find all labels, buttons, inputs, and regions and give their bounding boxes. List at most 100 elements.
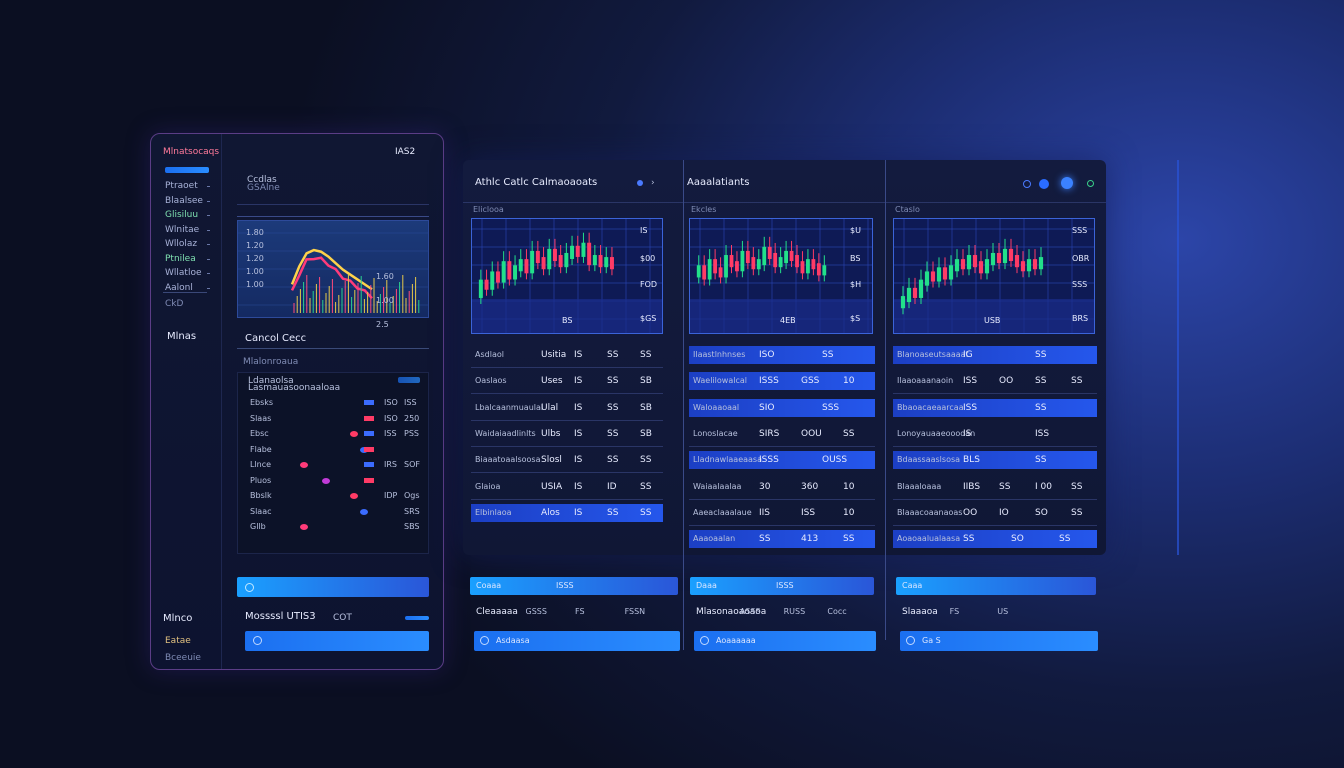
x-tick-label: 1.00 — [376, 296, 394, 305]
table-cell-value: ISO — [384, 398, 398, 407]
footer-bar[interactable]: Daaa ISSS — [690, 577, 874, 595]
toggle-icon-3[interactable] — [1061, 177, 1073, 189]
sidebar-item[interactable]: Wlnitae — [165, 224, 200, 235]
sidebar-item[interactable]: Aalonl — [165, 282, 193, 293]
sidebar-item[interactable]: Wllatloe — [165, 268, 202, 278]
sidebar-item[interactable]: Ptnilea — [165, 253, 196, 264]
footer-action-button[interactable]: Ga S — [900, 631, 1098, 651]
toggle-icon-1[interactable] — [1023, 180, 1031, 188]
left-progress-bar[interactable] — [237, 577, 429, 597]
footer-button-label: Ga S — [922, 636, 941, 645]
candle-body — [735, 261, 739, 272]
table-cell: SS — [1071, 481, 1083, 492]
sidebar-item[interactable]: Glisiluu — [165, 210, 199, 220]
toggle-icon-2[interactable] — [1039, 179, 1049, 189]
table-cell: Aoaoaalualaasa — [897, 534, 961, 544]
table-cell: IS — [574, 428, 583, 439]
candle-body — [930, 271, 936, 282]
table-row[interactable]: Blaaacoaanaoas OO IO SO SS — [893, 504, 1097, 522]
side-foot-2[interactable]: Bceeuie — [165, 653, 201, 663]
table-row[interactable]: Aaeaclaaalaue IIS ISS 10 — [689, 504, 875, 522]
candle-body — [767, 246, 772, 259]
candle-body — [598, 255, 603, 268]
footer-bar[interactable]: Caaa — [896, 577, 1096, 595]
table-cell: SS — [640, 481, 652, 492]
table-row[interactable]: Elbinlaoa Alos IS SS SS — [471, 503, 663, 522]
table-row[interactable]: Waidaiaadlinlts Ulbs IS SS SB — [471, 425, 663, 443]
table-row[interactable]: Lonoslacae SIRS OOU SS — [689, 425, 875, 443]
candle-body — [729, 255, 734, 268]
candle-body — [570, 245, 575, 259]
table-row[interactable]: Waelilowalcal ISSS GSS 10 — [689, 372, 875, 391]
table-cell: ISS — [1035, 428, 1050, 439]
row-divider — [689, 524, 875, 526]
table-cell: BLS — [963, 455, 980, 466]
sidebar-item[interactable]: Blaalsee — [165, 195, 203, 206]
caret-icon[interactable]: › — [651, 178, 655, 188]
table-row[interactable]: Bbaoacaeaarcaa ISS SS — [893, 398, 1097, 417]
table-row[interactable]: Waloaaoaal SIO SSS — [689, 398, 875, 417]
left-action-button[interactable] — [245, 631, 429, 651]
status-icon[interactable] — [1087, 180, 1094, 187]
footer-bar[interactable]: Coaaa ISSS — [470, 577, 678, 595]
candle-body — [954, 259, 960, 272]
table-cell: 360 — [801, 481, 819, 492]
candle-body — [558, 255, 563, 268]
side-label-2[interactable]: Mlnco — [163, 613, 193, 624]
footer-action-button[interactable]: Asdaasa — [474, 631, 680, 651]
table-row[interactable]: Ilaaoaaanaoin ISS OO SS SS — [893, 372, 1097, 390]
table-row[interactable]: Blaaaloaaa IIBS SS I 00 SS — [893, 478, 1097, 496]
table-row[interactable]: Aoaoaalualaasa SS SO SS — [893, 530, 1097, 549]
candle-body — [575, 245, 580, 257]
candle-body — [900, 296, 906, 309]
sidebar-item[interactable]: Ptraoet — [165, 181, 198, 191]
candle-body — [587, 242, 592, 266]
y-tick-label: 1.80 — [246, 228, 264, 237]
candle-body — [756, 259, 761, 270]
table-cell: IIS — [759, 507, 771, 518]
table-row[interactable]: Biaaatoaalsoosa Slosl IS SS SS — [471, 451, 663, 469]
table-cell-value: SBS — [404, 522, 420, 531]
table-row[interactable]: Lonoyauaaeooooan IS ISS — [893, 425, 1097, 443]
table-cell: Ilaaoaaanaoin — [897, 376, 954, 386]
sidebar-item[interactable]: Wllolaz — [165, 239, 198, 249]
table-cell-label: Slaas — [250, 413, 272, 423]
table-row[interactable]: Waiaalaalaa 30 360 10 — [689, 478, 875, 496]
table-row[interactable]: Oaslaos Uses IS SS SB — [471, 372, 663, 390]
candle-body — [822, 265, 827, 276]
main-title-1: Athlc Catlc Calmaoaoats — [475, 177, 598, 188]
table-row[interactable]: Bdaassaaslsosa BLS SS — [893, 451, 1097, 470]
table-row[interactable]: Aaaoaalan SS 413 SS — [689, 530, 875, 549]
mini-label: CkD — [165, 299, 184, 309]
table-row[interactable]: Asdlaol Usitia IS SS SS — [471, 346, 663, 364]
footer-separator-2 — [885, 555, 886, 640]
footer-action-button[interactable]: Aoaaaaaa — [694, 631, 876, 651]
table-row[interactable]: Lladnawlaaeaasa ISSS OUSS — [689, 451, 875, 470]
table-row[interactable]: Ilaastlnhnses ISO SS — [689, 346, 875, 364]
candle-body — [530, 250, 535, 274]
row-divider — [893, 498, 1097, 500]
table-cell: SS — [607, 402, 619, 413]
top-text-1: Ccdlas — [247, 175, 277, 185]
candle-body — [924, 271, 930, 286]
table-cell-label: Ebsks — [250, 398, 274, 407]
table-cell: ISSS — [759, 376, 779, 387]
table-cell: Bdaassaaslsosa — [897, 455, 961, 465]
table-cell: SB — [640, 428, 652, 439]
footer-separator-1 — [683, 555, 684, 650]
table-cell: Oaslaos — [475, 376, 507, 386]
side-foot-1[interactable]: Eatae — [165, 636, 191, 646]
table-row[interactable]: Blanoaseutsaaaat IG SS — [893, 346, 1097, 364]
table-cell: IS — [574, 455, 583, 466]
table-row[interactable]: Glaioa USIA IS ID SS — [471, 478, 663, 496]
table-cell: Slosl — [541, 455, 562, 466]
bottom-value: COT — [333, 613, 352, 623]
candle-body — [581, 242, 586, 257]
candle-body — [936, 267, 942, 282]
candle-body — [800, 261, 805, 274]
table-cell: IIBS — [963, 481, 981, 492]
table-cell: 10 — [843, 507, 855, 518]
table-row[interactable]: Lbalcaanmuaulal Ulal IS SS SB — [471, 399, 663, 417]
side-label-1[interactable]: Mlnas — [167, 331, 197, 342]
row-divider — [471, 419, 663, 421]
